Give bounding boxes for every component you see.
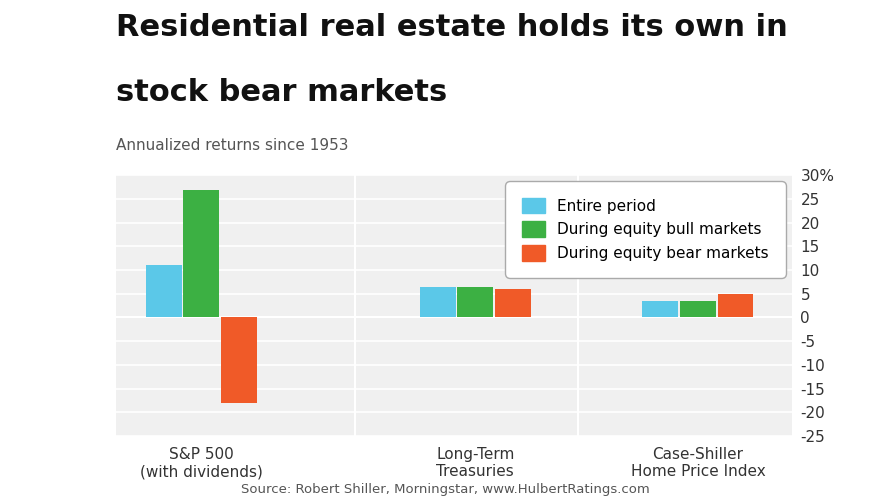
Bar [420, 287, 456, 318]
Bar [495, 289, 530, 318]
Bar [717, 294, 754, 318]
Text: stock bear markets: stock bear markets [116, 78, 447, 107]
Bar [457, 287, 493, 318]
Bar [146, 266, 182, 318]
Bar [680, 301, 716, 318]
Text: Source: Robert Shiller, Morningstar, www.HulbertRatings.com: Source: Robert Shiller, Morningstar, www… [240, 483, 650, 496]
Bar [221, 318, 257, 403]
Text: Annualized returns since 1953: Annualized returns since 1953 [116, 138, 348, 153]
Bar [183, 189, 219, 318]
Bar [643, 301, 678, 318]
Text: Residential real estate holds its own in: Residential real estate holds its own in [116, 13, 788, 42]
Legend: Entire period, During equity bull markets, During equity bear markets: Entire period, During equity bull market… [510, 185, 781, 273]
